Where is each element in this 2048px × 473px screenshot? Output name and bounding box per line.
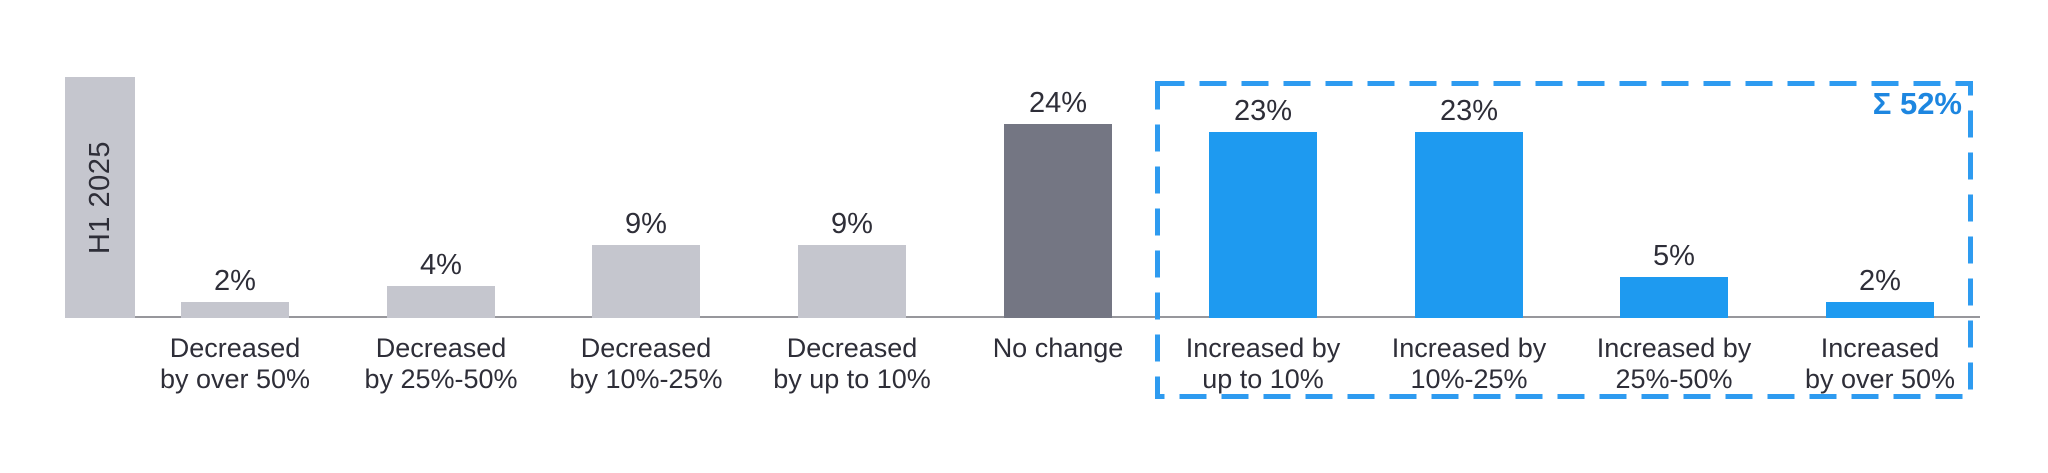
category-label: Increased by 10%-25% xyxy=(1354,333,1584,395)
category-label: Decreased by over 50% xyxy=(120,333,350,395)
category-label-line: by up to 10% xyxy=(773,364,931,394)
category-label: Increased by over 50% xyxy=(1765,333,1995,395)
bar-value-label: 23% xyxy=(1233,95,1293,127)
category-label-line: Decreased xyxy=(375,333,507,363)
category-label-line: by 25%-50% xyxy=(364,364,518,394)
bar-value-label: 2% xyxy=(1859,265,1901,297)
bar-value-label: 5% xyxy=(1653,240,1695,272)
bar-value-label: 9% xyxy=(831,208,873,240)
bar-value-label: 24% xyxy=(1028,87,1088,119)
category-label-line: by over 50% xyxy=(159,364,311,394)
category-label-line: Increased by xyxy=(1391,333,1547,363)
series-label-box: H1 2025 xyxy=(65,77,135,318)
category-label: Decreased by up to 10% xyxy=(737,333,967,395)
category-label-line: 25%-50% xyxy=(1615,364,1733,394)
series-label: H1 2025 xyxy=(83,140,116,255)
bar-value-label: 9% xyxy=(625,208,667,240)
bar-4 xyxy=(798,245,906,318)
sum-badge: Σ 52% xyxy=(1872,86,1962,121)
bar-value-label: 23% xyxy=(1439,95,1499,127)
category-label: Decreased by 25%-50% xyxy=(326,333,556,395)
category-label-line: by over 50% xyxy=(1804,364,1956,394)
bar-9 xyxy=(1826,302,1934,318)
category-label-line: Increased by xyxy=(1185,333,1341,363)
bar-1 xyxy=(181,302,289,318)
bar-3 xyxy=(592,245,700,318)
bar-7 xyxy=(1415,132,1523,318)
category-label: No change xyxy=(943,333,1173,364)
category-label-line: up to 10% xyxy=(1202,364,1324,394)
category-label-line: No change xyxy=(992,333,1124,363)
category-label: Decreased by 10%-25% xyxy=(531,333,761,395)
category-label-line: 10%-25% xyxy=(1410,364,1528,394)
category-label-line: Increased xyxy=(1820,333,1940,363)
bar-value-label: 2% xyxy=(214,265,256,297)
bar-6 xyxy=(1209,132,1317,318)
bar-5 xyxy=(1004,124,1112,318)
category-label-line: Decreased xyxy=(786,333,918,363)
category-label-line: Decreased xyxy=(169,333,301,363)
bar-value-label: 4% xyxy=(420,249,462,281)
bar-8 xyxy=(1620,277,1728,318)
category-label-line: Decreased xyxy=(580,333,712,363)
category-label: Increased by 25%-50% xyxy=(1559,333,1789,395)
category-label-line: Increased by xyxy=(1596,333,1752,363)
category-label: Increased by up to 10% xyxy=(1148,333,1378,395)
category-label-line: by 10%-25% xyxy=(569,364,723,394)
bar-2 xyxy=(387,286,495,318)
